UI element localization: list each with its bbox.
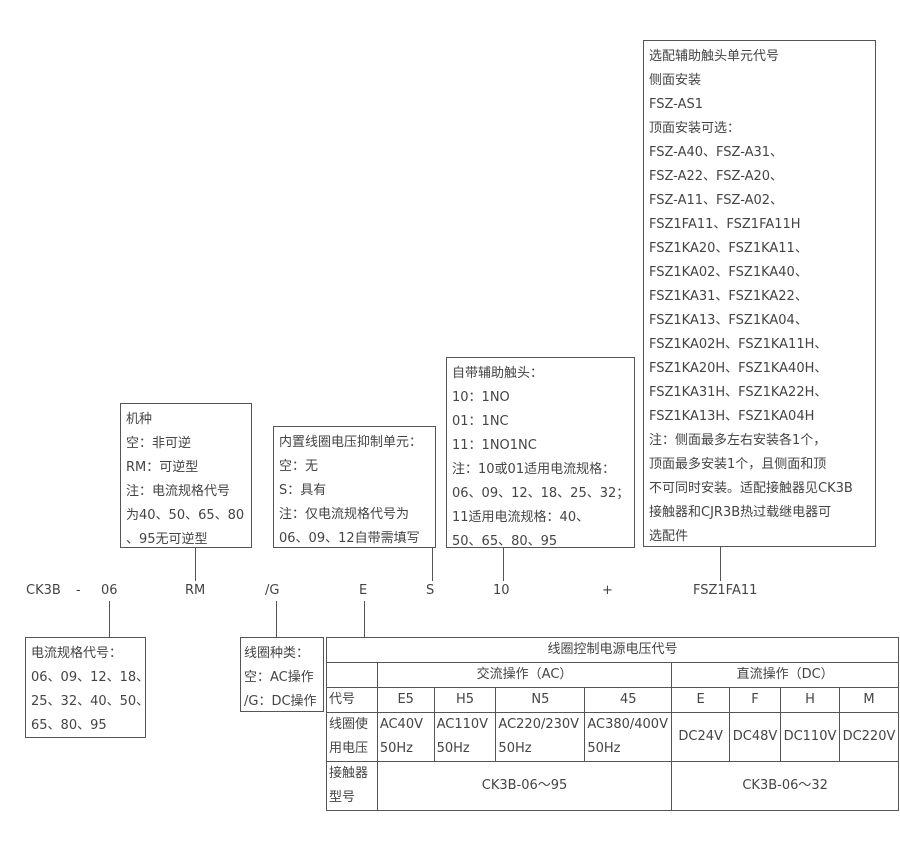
- box-line: 06、09、12、18、: [31, 670, 150, 685]
- box-line: S：具有: [279, 483, 327, 498]
- table-title: 线圈控制电源电压代号: [326, 637, 899, 663]
- voltage-label: 线圈使 用电压: [326, 712, 378, 762]
- box-line: 内置线圈电压抑制单元：: [279, 435, 423, 450]
- aux-contact-box: 自带辅助触头： 10：1NO 01：1NC 11：1NO1NC 注：10或01适用电流规…: [446, 357, 635, 549]
- code-current: 06: [101, 583, 118, 598]
- coil-voltage-table: 线圈控制电源电压代号 交流操作（AC） 直流操作（DC） 代号 E5 H5 N5 …: [326, 637, 900, 811]
- dc-voltage-cell: DC48V: [729, 712, 781, 762]
- box-line: 机种: [126, 412, 153, 427]
- box-line: FSZ1KA02H、FSZ1KA11H、: [649, 337, 828, 352]
- box-line: 11适用电流规格：40、: [452, 510, 590, 525]
- dc-voltage-cell: DC24V: [671, 712, 731, 762]
- accessory-box: 选配辅助触头单元代号 侧面安装 FSZ-AS1 顶面安装可选： FSZ-A40、FSZ-…: [643, 40, 876, 547]
- box-line: FSZ1KA20、FSZ1KA11、: [649, 241, 808, 256]
- box-line: 顶面最多安装1个，且侧面和顶: [649, 457, 827, 472]
- current-rating-box: 电流规格代号： 06、09、12、18、 25、32、40、50、 65、80、95: [25, 637, 150, 738]
- box-line: 11：1NO1NC: [452, 438, 537, 453]
- code-cell: F: [729, 687, 781, 713]
- connector-line: [276, 601, 277, 637]
- box-line: 侧面安装: [649, 73, 702, 88]
- code-aux: 10: [493, 583, 510, 598]
- box-line: 接触器和CJR3B热过载继电器可: [649, 505, 832, 520]
- box-line: 01：1NC: [452, 414, 509, 429]
- box-line: 注：侧面最多左右安装各1个，: [649, 433, 827, 448]
- box-line: 空：非可逆: [126, 436, 192, 451]
- dc-voltage-cell: DC220V: [838, 712, 900, 762]
- dc-header: 直流操作（DC）: [671, 662, 899, 688]
- box-line: 选配辅助触头单元代号: [649, 49, 780, 64]
- box-line: FSZ1KA31、FSZ1KA22、: [649, 289, 808, 304]
- box-line: 电流规格代号：: [31, 646, 123, 661]
- code-cell: E: [671, 687, 731, 713]
- box-line: 、95无可逆型: [126, 532, 208, 547]
- box-line: 50、65、80、95: [452, 534, 558, 549]
- ac-voltage-cell: AC40V 50Hz: [376, 712, 435, 762]
- code-dash: -: [76, 583, 81, 598]
- box-line: 线圈种类：: [244, 646, 310, 661]
- code-suppressor: S: [426, 583, 435, 598]
- code-cell: H5: [433, 687, 497, 713]
- code-type: RM: [185, 583, 206, 598]
- connector-line: [503, 547, 504, 581]
- box-line: 65、80、95: [31, 718, 107, 733]
- type-box: 机种空：非可逆 RM：可逆型注：电流规格代号 为40、50、65、80 、95无可逆型: [120, 403, 252, 548]
- dc-model: CK3B-06～32: [671, 761, 899, 811]
- box-line: 选配件: [649, 529, 689, 544]
- connector-line: [432, 547, 433, 581]
- code-cell: E5: [376, 687, 435, 713]
- code-cell: M: [838, 687, 900, 713]
- ac-model: CK3B-06～95: [376, 761, 673, 811]
- box-line: 为40、50、65、80: [126, 508, 245, 523]
- code-cell: N5: [495, 687, 586, 713]
- connector-line: [109, 601, 110, 637]
- ac-voltage-cell: AC220/230V 50Hz: [495, 712, 586, 762]
- code-series: CK3B: [26, 583, 61, 598]
- box-line: FSZ1KA02、FSZ1KA40、: [649, 265, 808, 280]
- code-coil-type: /G: [265, 583, 280, 598]
- box-line: 注：10或01适用电流规格：: [452, 462, 616, 477]
- code-voltage: E: [359, 583, 368, 598]
- box-line: FSZ1FA11、FSZ1FA11H: [649, 217, 801, 232]
- box-line: FSZ1KA20H、FSZ1KA40H、: [649, 361, 828, 376]
- connector-line: [720, 546, 721, 581]
- code-cell: H: [780, 687, 840, 713]
- box-line: 顶面安装可选：: [649, 121, 741, 136]
- connector-line: [364, 601, 365, 637]
- box-line: RM：可逆型: [126, 460, 199, 475]
- box-line: 不可同时安装。适配接触器见CK3B: [649, 481, 853, 496]
- box-line: FSZ1KA31H、FSZ1KA22H、: [649, 385, 828, 400]
- box-line: 注：仅电流规格代号为: [279, 507, 410, 522]
- suppressor-box: 内置线圈电压抑制单元： 空：无 S：具有注：仅电流规格代号为 06、09、12自带需填…: [273, 426, 436, 548]
- ac-header: 交流操作（AC）: [376, 662, 673, 688]
- box-line: 10：1NO: [452, 390, 510, 405]
- box-line: FSZ-A22、FSZ-A20、: [649, 169, 784, 184]
- box-line: FSZ-AS1: [649, 97, 703, 112]
- box-line: 06、09、12自带需填写: [279, 531, 420, 546]
- box-line: /G：DC操作: [244, 694, 317, 709]
- code-cell: 45: [584, 687, 673, 713]
- box-line: FSZ1KA13H、FSZ1KA04H: [649, 409, 815, 424]
- dc-voltage-cell: DC110V: [780, 712, 840, 762]
- box-line: FSZ-A40、FSZ-A31、: [649, 145, 784, 160]
- model-label: 接触器 型号: [326, 761, 378, 811]
- connector-line: [195, 547, 196, 581]
- box-line: 空：无: [279, 459, 319, 474]
- box-line: 空：AC操作: [244, 670, 314, 685]
- box-line: FSZ-A11、FSZ-A02、: [649, 193, 784, 208]
- code-accessory: FSZ1FA11: [693, 583, 758, 598]
- ac-voltage-cell: AC110V 50Hz: [433, 712, 497, 762]
- box-line: 25、32、40、50、: [31, 694, 150, 709]
- ac-voltage-cell: AC380/400V 50Hz: [584, 712, 673, 762]
- box-line: 注：电流规格代号: [126, 484, 231, 499]
- coil-type-box: 线圈种类： 空：AC操作/G：DC操作: [240, 637, 324, 712]
- box-line: 06、09、12、18、25、32；: [452, 486, 630, 501]
- code-label: 代号: [326, 687, 378, 713]
- box-line: 自带辅助触头：: [452, 366, 544, 381]
- box-line: FSZ1KA13、FSZ1KA04、: [649, 313, 808, 328]
- code-plus: +: [602, 583, 613, 598]
